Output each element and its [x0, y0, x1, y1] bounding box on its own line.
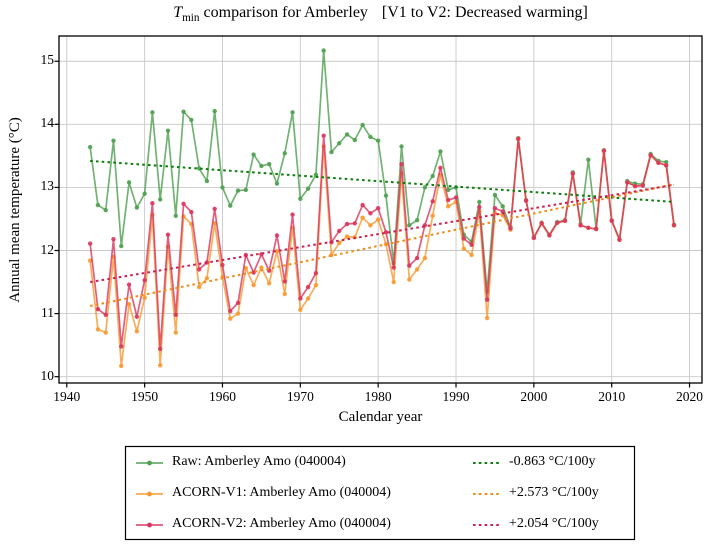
trend_v1-line	[89, 183, 675, 308]
legend-marker-acorn_v2	[147, 522, 152, 528]
legend-box	[124, 445, 636, 541]
plot-border	[58, 35, 703, 384]
trend_v2-line	[89, 183, 675, 284]
series-raw-line	[89, 49, 675, 293]
series-acorn_v2-line	[89, 134, 675, 350]
legend-marker-raw	[147, 460, 152, 466]
trend_raw-line	[90, 159, 675, 203]
legend-marker-acorn_v1	[147, 491, 152, 497]
